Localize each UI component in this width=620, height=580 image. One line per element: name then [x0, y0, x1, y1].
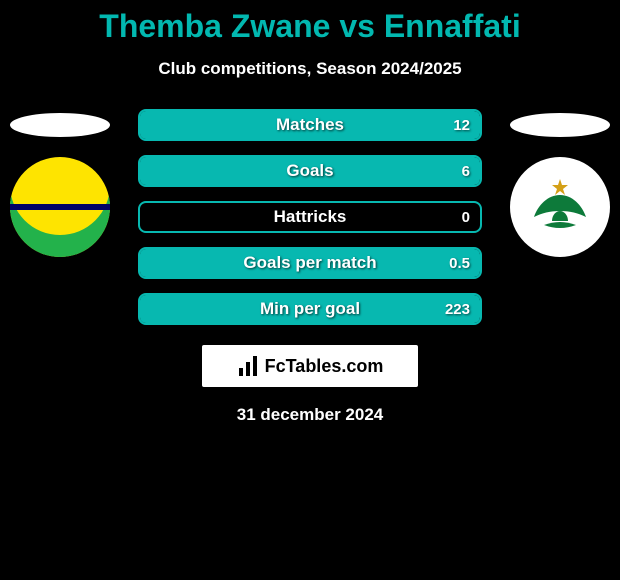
stat-label: Matches [276, 115, 344, 135]
brand-chart-icon [237, 356, 261, 376]
brand-label: FcTables.com [265, 356, 384, 377]
eagle-icon [528, 175, 592, 239]
left-column [0, 109, 120, 257]
stat-label: Goals [286, 161, 333, 181]
player-right-avatar [510, 113, 610, 137]
stat-label: Min per goal [260, 299, 360, 319]
stat-value-right: 223 [445, 301, 470, 318]
stat-value-right: 0.5 [449, 255, 470, 272]
brand-box[interactable]: FcTables.com [202, 345, 418, 387]
stat-bar: Hattricks 0 [138, 201, 482, 233]
date-label: 31 december 2024 [237, 405, 384, 425]
page-title: Themba Zwane vs Ennaffati [99, 8, 520, 45]
subtitle: Club competitions, Season 2024/2025 [158, 59, 461, 79]
main-row: Matches 12 Goals 6 Hattricks 0 Goals per match… [0, 109, 620, 325]
stat-label: Hattricks [274, 207, 347, 227]
player-left-avatar [10, 113, 110, 137]
club-crest-left [10, 157, 110, 257]
stat-bar: Min per goal 223 [138, 293, 482, 325]
stat-label: Goals per match [243, 253, 376, 273]
right-column [500, 109, 620, 257]
stat-value-right: 12 [453, 117, 470, 134]
club-crest-right [510, 157, 610, 257]
stat-value-right: 0 [462, 209, 470, 226]
stat-bar: Goals 6 [138, 155, 482, 187]
stat-bar: Goals per match 0.5 [138, 247, 482, 279]
stat-value-right: 6 [462, 163, 470, 180]
stats-column: Matches 12 Goals 6 Hattricks 0 Goals per match… [120, 109, 500, 325]
stat-bar: Matches 12 [138, 109, 482, 141]
